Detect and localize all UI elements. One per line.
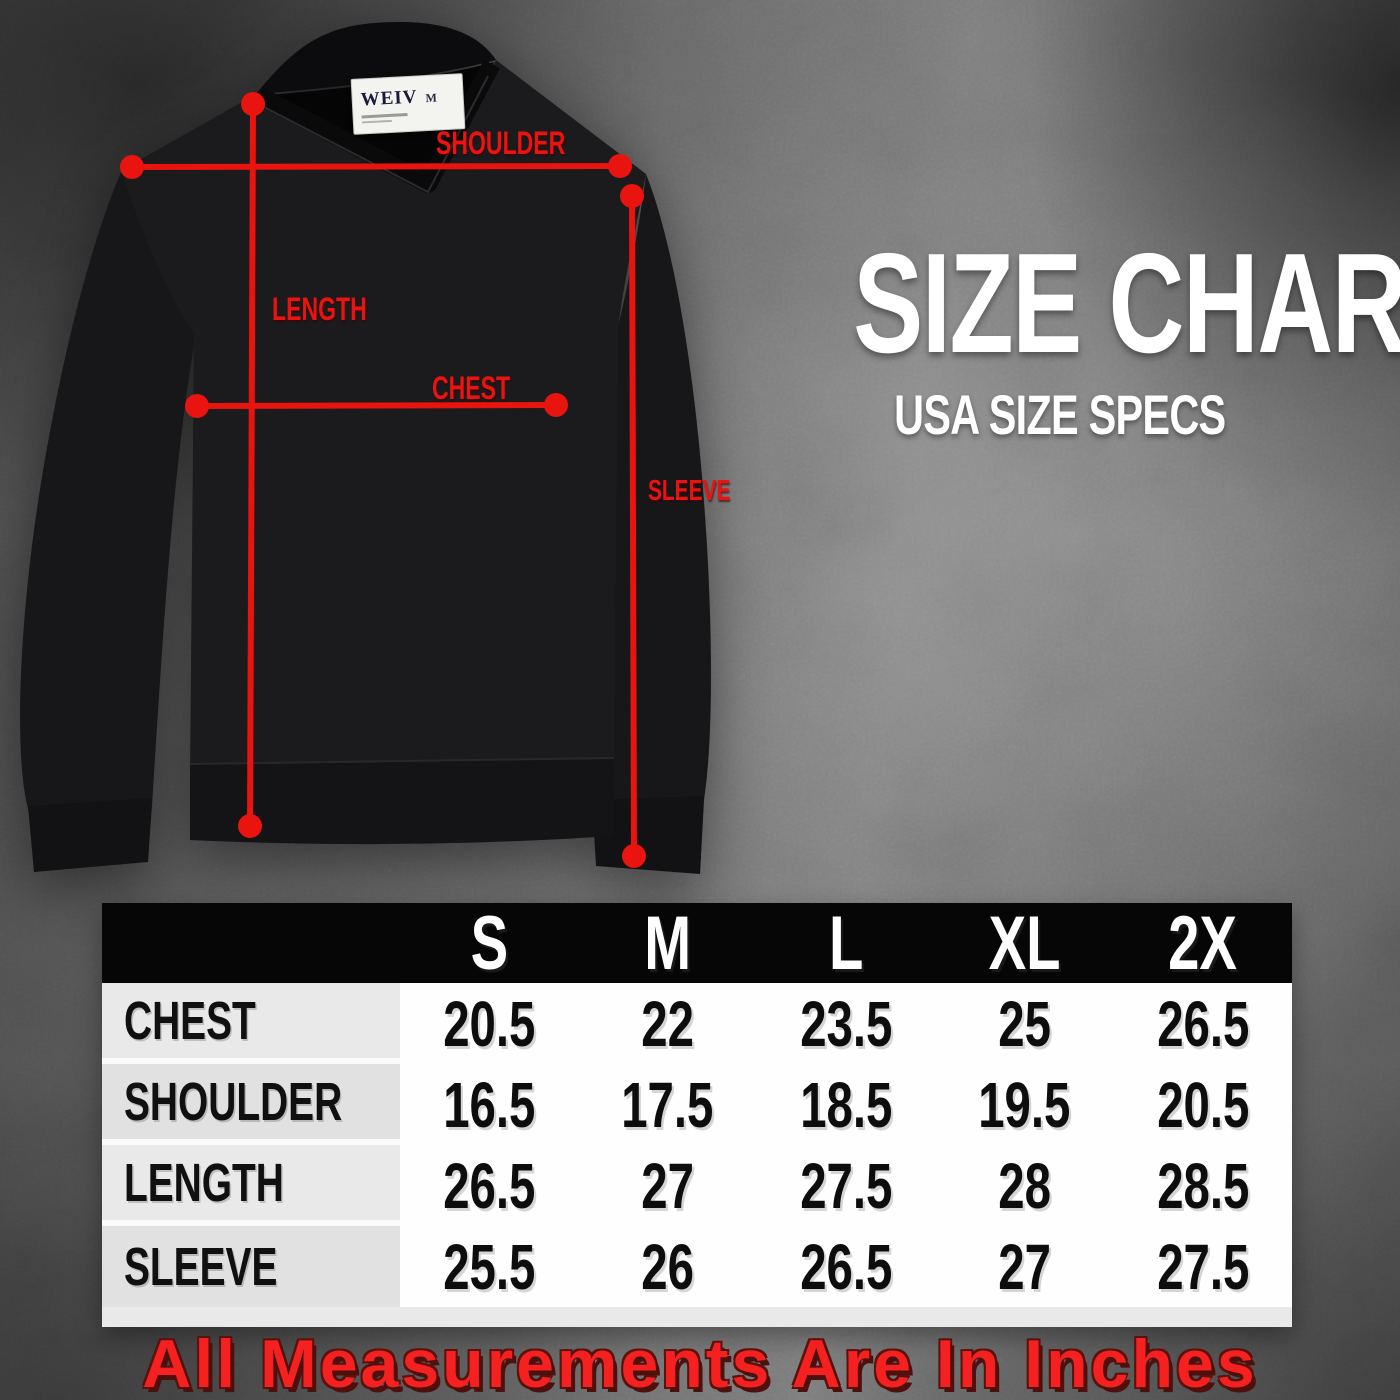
sleeve-value-l: 26.5 <box>756 1226 936 1307</box>
chest-value-m: 22 <box>578 983 757 1064</box>
shoulder-dot-right <box>608 154 632 178</box>
right-sleeve <box>592 174 711 872</box>
shoulder-value-l: 18.5 <box>756 1064 936 1145</box>
sleeve-value-s: 25.5 <box>400 1226 579 1307</box>
shoulder-line <box>131 163 622 170</box>
row-label-shoulder: SHOULDER <box>102 1064 400 1145</box>
left-cuff <box>28 798 152 872</box>
shoulder-measure-label: SHOULDER <box>436 125 566 161</box>
sleeve-value-2x: 27.5 <box>1113 1226 1292 1307</box>
row-label-chest: CHEST <box>102 983 400 1064</box>
tag-smallprint-bar2 <box>361 119 392 124</box>
tag-smallprint-bar <box>361 113 408 119</box>
chest-value-l: 23.5 <box>756 983 936 1064</box>
shoulder-value-s: 16.5 <box>400 1064 579 1145</box>
chest-value-2x: 26.5 <box>1113 983 1292 1064</box>
length-dot-bottom <box>238 814 262 838</box>
shirt-measurement-diagram: WEIV M SHOULDER LENGTH CHEST SLEEVE <box>0 0 770 900</box>
shirt-illustration <box>20 22 711 874</box>
length-value-l: 27.5 <box>756 1145 936 1226</box>
title-block: SIZE CHART USA SIZE SPECS <box>745 224 1400 447</box>
table-bottom-strip <box>102 1307 1292 1327</box>
hem-seam <box>189 757 615 765</box>
chest-line <box>196 402 557 409</box>
size-col-header-xl: XL <box>935 901 1114 986</box>
shoulder-dot-left <box>120 155 144 179</box>
chest-measure-label: CHEST <box>432 370 511 406</box>
footer-note: All Measurements Are In Inches <box>142 1326 1258 1400</box>
table-corner-cell <box>102 903 400 983</box>
size-col-header-2x: 2X <box>1113 901 1292 986</box>
row-label-sleeve: SLEEVE <box>102 1226 400 1307</box>
sleeve-dot-top <box>620 184 644 208</box>
page-subtitle: USA SIZE SPECS <box>894 383 1226 447</box>
sleeve-line <box>629 195 637 857</box>
length-value-m: 27 <box>578 1145 757 1226</box>
back-collar <box>256 22 496 94</box>
size-col-header-m: M <box>578 901 757 986</box>
chest-value-xl: 25 <box>935 983 1114 1064</box>
chest-dot-left <box>185 394 209 418</box>
chest-dot-right <box>544 393 568 417</box>
shoulder-value-xl: 19.5 <box>935 1064 1114 1145</box>
shoulder-value-2x: 20.5 <box>1113 1064 1292 1145</box>
sleeve-dot-bottom <box>622 844 646 868</box>
right-cuff <box>592 796 704 874</box>
chest-value-s: 20.5 <box>400 983 579 1064</box>
sleeve-measure-label: SLEEVE <box>648 475 731 507</box>
length-line <box>247 103 256 827</box>
sleeve-value-xl: 27 <box>935 1226 1114 1307</box>
collar-band <box>255 59 500 193</box>
sleeve-value-m: 26 <box>578 1226 757 1307</box>
length-value-2x: 28.5 <box>1113 1145 1292 1226</box>
size-table: S M L XL 2X CHEST 20.5 22 23.5 25 26.5 S… <box>102 901 1292 1327</box>
row-label-length: LENGTH <box>102 1145 400 1226</box>
tag-brand-text: WEIV <box>360 86 418 111</box>
hem-band <box>190 758 614 845</box>
length-value-xl: 28 <box>935 1145 1114 1226</box>
measurement-lines <box>120 92 646 868</box>
size-col-header-s: S <box>400 901 579 986</box>
tag-size-text: M <box>425 90 438 106</box>
length-measure-label: LENGTH <box>272 291 367 327</box>
shoulder-value-m: 17.5 <box>578 1064 757 1145</box>
page-title: SIZE CHART <box>853 224 1400 383</box>
length-dot-top <box>241 92 265 116</box>
length-value-s: 26.5 <box>400 1145 579 1226</box>
left-sleeve <box>20 170 196 872</box>
size-col-header-l: L <box>756 901 936 986</box>
collar-band-highlight <box>261 75 489 194</box>
